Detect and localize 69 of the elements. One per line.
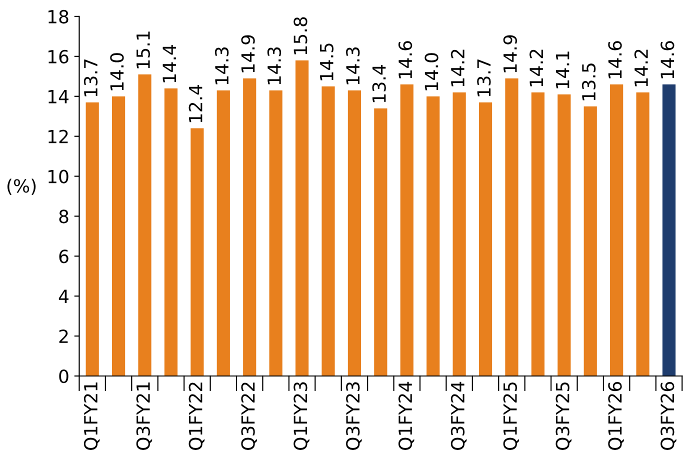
y-tick-label: 12 xyxy=(48,130,68,144)
data-label: 14.0 xyxy=(110,53,124,90)
bar xyxy=(558,94,571,376)
data-label: 12.4 xyxy=(188,84,202,122)
x-tick-label: Q3FY22 xyxy=(241,382,257,450)
y-tick-label: 10 xyxy=(48,170,68,184)
data-label: 14.3 xyxy=(214,47,229,84)
data-label: 13.7 xyxy=(477,60,491,96)
x-tick-label: Q1FY21 xyxy=(84,382,100,450)
data-label: 14.9 xyxy=(241,35,255,72)
bar xyxy=(86,102,99,376)
data-label: 14.3 xyxy=(346,47,360,84)
bar xyxy=(426,96,440,376)
bar xyxy=(374,108,388,376)
x-tick-label: Q3FY21 xyxy=(136,382,152,450)
data-label: 14.2 xyxy=(450,50,464,86)
data-label: 14.6 xyxy=(398,41,412,78)
data-label: 14.0 xyxy=(424,53,438,90)
bar xyxy=(348,90,362,376)
y-tick-label: 6 xyxy=(59,250,68,264)
bar xyxy=(216,90,230,376)
x-tick-label: Q3FY23 xyxy=(346,382,362,450)
data-label: 14.6 xyxy=(660,41,674,78)
bar xyxy=(295,60,309,376)
y-tick-label: 8 xyxy=(59,210,68,224)
data-label: 14.5 xyxy=(320,44,334,80)
data-label: 14.2 xyxy=(634,50,648,86)
bar xyxy=(584,106,597,376)
data-label: 14.1 xyxy=(556,52,570,88)
data-label: 14.4 xyxy=(162,45,176,82)
data-label: 15.8 xyxy=(294,17,308,54)
bar xyxy=(138,74,152,376)
y-tick-label: 0 xyxy=(59,369,68,384)
y-axis-title: (%) xyxy=(7,178,36,195)
bar xyxy=(531,92,544,376)
data-label: 15.1 xyxy=(136,32,150,68)
y-tick-label: 18 xyxy=(48,10,68,24)
bar xyxy=(662,84,676,376)
bar xyxy=(112,96,126,376)
x-tick-label: Q1FY22 xyxy=(188,382,204,450)
x-tick-label: Q1FY25 xyxy=(503,382,520,450)
data-label: 14.9 xyxy=(503,35,517,72)
y-tick-label: 16 xyxy=(48,50,68,64)
bar xyxy=(478,102,492,376)
data-label: 13.7 xyxy=(84,60,98,96)
x-tick-label: Q3FY26 xyxy=(660,382,676,450)
data-label: 14.6 xyxy=(608,41,622,78)
bar xyxy=(269,90,282,376)
data-label: 13.4 xyxy=(372,64,386,102)
bar xyxy=(243,78,256,376)
bar xyxy=(164,88,178,376)
x-tick-label: Q3FY24 xyxy=(450,382,467,450)
bar xyxy=(322,86,335,376)
bar xyxy=(610,84,624,376)
x-tick-label: Q1FY26 xyxy=(608,382,624,450)
data-label: 13.5 xyxy=(582,64,596,100)
y-tick-label: 2 xyxy=(59,330,68,343)
y-tick-label: 4 xyxy=(58,290,68,303)
bar xyxy=(505,78,518,376)
bar xyxy=(452,92,466,376)
bar xyxy=(190,128,204,376)
data-label: 14.2 xyxy=(530,50,543,86)
data-label: 14.3 xyxy=(267,47,282,84)
y-tick-label: 14 xyxy=(48,90,68,104)
x-tick-label: Q1FY24 xyxy=(398,382,414,450)
bar xyxy=(636,92,650,376)
x-tick-label: Q3FY25 xyxy=(556,382,572,450)
x-tick-label: Q1FY23 xyxy=(294,382,310,450)
bar xyxy=(400,84,414,376)
